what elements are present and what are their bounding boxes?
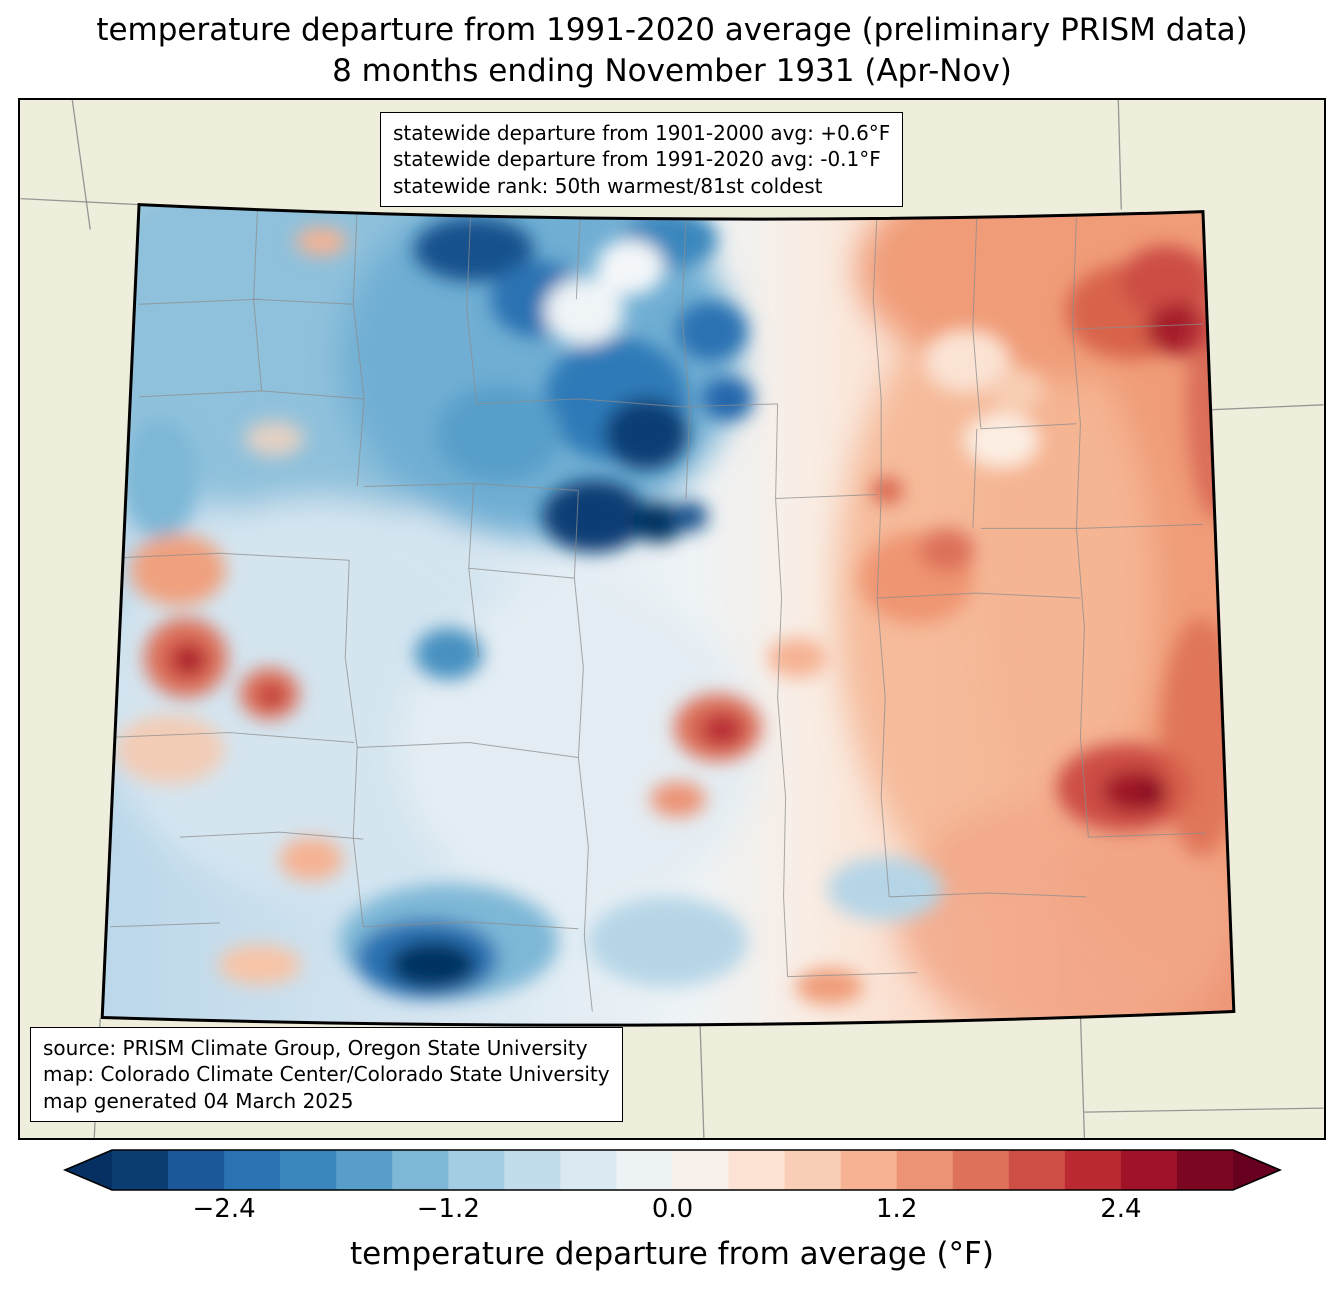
colorbar-segments (112, 1150, 1234, 1190)
title-line-1: temperature departure from 1991-2020 ave… (96, 12, 1248, 48)
colorbar-segment (1176, 1150, 1234, 1190)
colorbar-tick-label: 2.4 (1100, 1194, 1142, 1224)
state-border (100, 203, 1236, 1027)
colorbar-segment (504, 1150, 561, 1190)
colorbar-segment (1008, 1150, 1066, 1190)
colorbar-tick-label: 1.2 (876, 1194, 918, 1224)
colorbar-segment (560, 1150, 618, 1190)
colorbar-segment (896, 1150, 954, 1190)
figure-title: temperature departure from 1991-2020 ave… (0, 10, 1344, 92)
colorbar-segment (448, 1150, 505, 1190)
colorbar-segment (784, 1150, 842, 1190)
source-line-3: map generated 04 March 2025 (43, 1088, 354, 1113)
county-lines (104, 206, 1206, 1012)
source-box: source: PRISM Climate Group, Oregon Stat… (30, 1026, 623, 1122)
colorbar-outline (62, 1149, 1283, 1191)
colorbar-segment (224, 1150, 281, 1190)
colorbar-segment (392, 1150, 449, 1190)
colorbar-segment (952, 1150, 1010, 1190)
colorbar-segment (616, 1150, 674, 1190)
stats-line-3: statewide rank: 50th warmest/81st coldes… (393, 173, 823, 198)
temperature-field (102, 204, 1234, 1026)
stats-box: statewide departure from 1901-2000 avg: … (380, 112, 904, 208)
colorbar-segment (168, 1150, 225, 1190)
colorbar-segment (336, 1150, 393, 1190)
map-frame: statewide departure from 1901-2000 avg: … (18, 98, 1326, 1140)
colorbar-under-arrow (65, 1150, 112, 1190)
source-line-1: source: PRISM Climate Group, Oregon Stat… (43, 1035, 588, 1060)
colorbar-segment (112, 1150, 169, 1190)
colorbar-tick-label: −1.2 (416, 1194, 480, 1224)
stats-line-2: statewide departure from 1991-2020 avg: … (393, 147, 881, 172)
colorbar-segment (1064, 1150, 1122, 1190)
colorbar-segment (840, 1150, 898, 1190)
stats-line-1: statewide departure from 1901-2000 avg: … (393, 121, 891, 145)
colorbar-segment (1120, 1150, 1178, 1190)
colorbar (62, 1149, 1283, 1191)
colorado-map (20, 100, 1324, 1138)
source-line-2: map: Colorado Climate Center/Colorado St… (43, 1062, 610, 1087)
colorbar-over-arrow (1233, 1150, 1280, 1190)
colorbar-segment (728, 1150, 786, 1190)
colorbar-tick-label: −2.4 (192, 1194, 256, 1224)
title-line-2: 8 months ending November 1931 (Apr-Nov) (332, 52, 1012, 89)
colorbar-segment (672, 1150, 730, 1190)
colorbar-segment (280, 1150, 337, 1190)
colorbar-tick-label: 0.0 (651, 1194, 694, 1224)
colorbar-axis-label: temperature departure from average (°F) (350, 1236, 994, 1272)
